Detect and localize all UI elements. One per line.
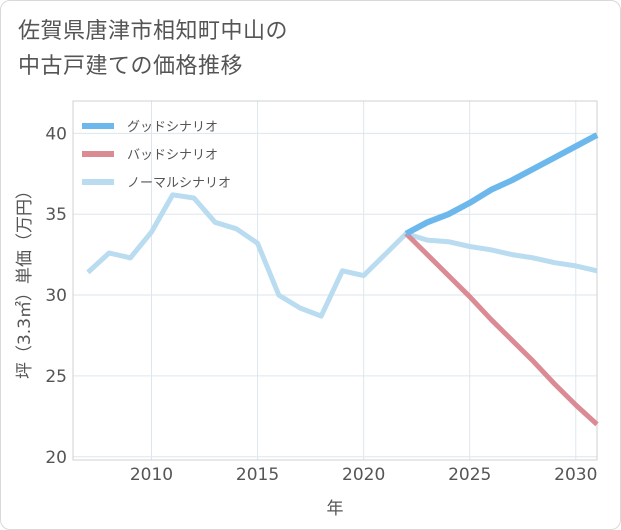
y-tick-label: 30 <box>45 286 67 306</box>
series-line-2 <box>404 231 599 427</box>
chart-title: 佐賀県唐津市相知町中山の 中古戸建ての価格推移 <box>18 14 288 84</box>
legend-label: ノーマルシナリオ <box>127 176 231 191</box>
x-tick-label: 2030 <box>554 465 597 485</box>
y-tick-label: 25 <box>45 367 67 387</box>
x-axis-title: 年 <box>327 499 344 519</box>
chart-title-line2: 中古戸建ての価格推移 <box>18 54 244 79</box>
x-tick-label: 2020 <box>342 465 385 485</box>
grid-lines <box>73 101 597 460</box>
series-layer <box>86 132 599 427</box>
legend-label: グッドシナリオ <box>127 120 218 135</box>
plot-area-border <box>72 100 598 461</box>
series-line-1 <box>404 132 599 237</box>
legend-label: バッドシナリオ <box>127 148 218 163</box>
y-tick-label: 40 <box>45 124 67 144</box>
x-tick-label: 2010 <box>130 465 173 485</box>
chart-title-line1: 佐賀県唐津市相知町中山の <box>18 19 289 44</box>
x-tick-label: 2015 <box>236 465 279 485</box>
y-axis-title: 坪（3.3㎡）単価（万円） <box>15 182 35 379</box>
x-tick-label: 2025 <box>448 465 491 485</box>
series-line-3 <box>86 192 598 319</box>
y-tick-label: 20 <box>45 448 67 468</box>
y-tick-label: 35 <box>45 205 67 225</box>
